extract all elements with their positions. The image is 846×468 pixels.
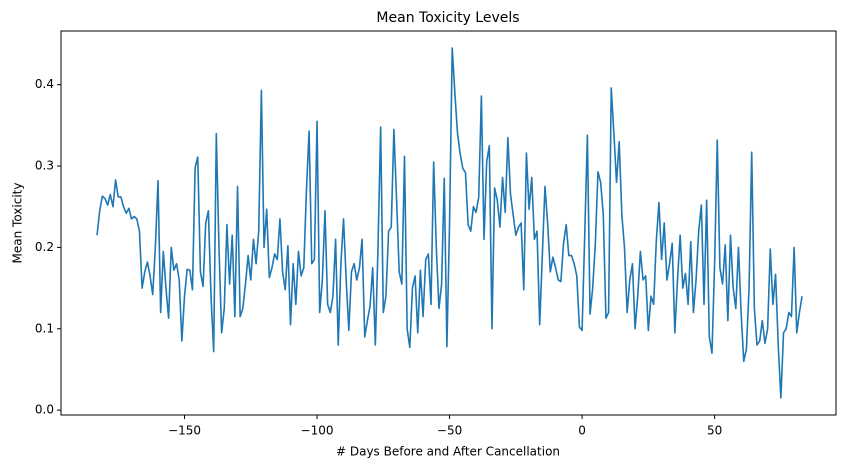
y-tick-label: 0.1	[35, 321, 54, 335]
x-tick-label: 0	[578, 424, 586, 438]
x-tick-label: 50	[707, 424, 722, 438]
chart-title: Mean Toxicity Levels	[376, 10, 519, 26]
data-line	[96, 47, 803, 399]
x-tick-label: −150	[168, 424, 201, 438]
x-tick-label: −50	[437, 424, 462, 438]
y-tick-label: 0.4	[35, 77, 54, 91]
plot-frame	[60, 30, 837, 416]
y-tick-label: 0.0	[35, 403, 54, 417]
y-tick-label: 0.2	[35, 240, 54, 254]
y-axis-label: Mean Toxicity	[11, 183, 25, 264]
x-axis-label: # Days Before and After Cancellation	[336, 445, 560, 459]
y-tick-label: 0.3	[35, 159, 54, 173]
x-tick-label: −100	[301, 424, 334, 438]
